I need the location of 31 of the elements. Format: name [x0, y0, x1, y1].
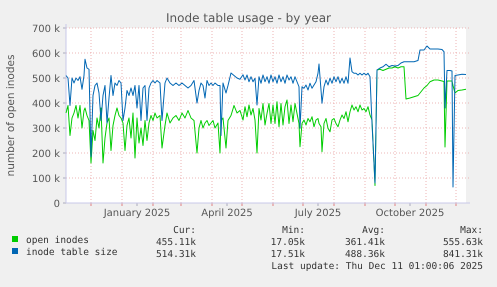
line-series — [66, 66, 466, 186]
chart-title: Inode table usage - by year — [166, 11, 332, 25]
y-tick-label: 100 k — [32, 174, 60, 185]
y-tick-label: 600 k — [32, 49, 60, 60]
text: 17.51k — [270, 249, 306, 260]
x-tick-label: January 2025 — [102, 208, 170, 219]
text: Max: — [460, 225, 483, 236]
line-series — [66, 46, 466, 188]
y-tick-label: 0 — [54, 199, 60, 210]
text: 361.41k — [344, 237, 386, 248]
text: Min: — [282, 225, 305, 236]
text: 841.31k — [442, 249, 484, 260]
y-tick-label: 200 k — [32, 149, 60, 160]
y-tick-label: 400 k — [32, 99, 60, 110]
text: Last update: Thu Dec 11 01:00:06 2025 — [271, 261, 483, 272]
text: Cur: — [173, 225, 196, 236]
x-tick-label: October 2025 — [376, 208, 444, 219]
legend-label: inode table size — [26, 247, 118, 258]
x-tick-label: July 2025 — [294, 208, 342, 219]
text: 514.31k — [156, 249, 196, 260]
text: 455.11k — [156, 237, 196, 248]
y-tick-label: 300 k — [32, 124, 60, 135]
x-tick-label: April 2025 — [201, 208, 253, 219]
legend-label: open inodes — [26, 235, 89, 246]
y-tick-label: 700 k — [32, 24, 60, 35]
y-tick-label: 500 k — [32, 74, 60, 85]
text: Avg: — [362, 225, 385, 236]
text: 555.63k — [442, 237, 484, 248]
text: 17.05k — [270, 237, 306, 248]
text: 488.36k — [344, 249, 386, 260]
y-axis-title: number of open inodes — [5, 54, 17, 176]
